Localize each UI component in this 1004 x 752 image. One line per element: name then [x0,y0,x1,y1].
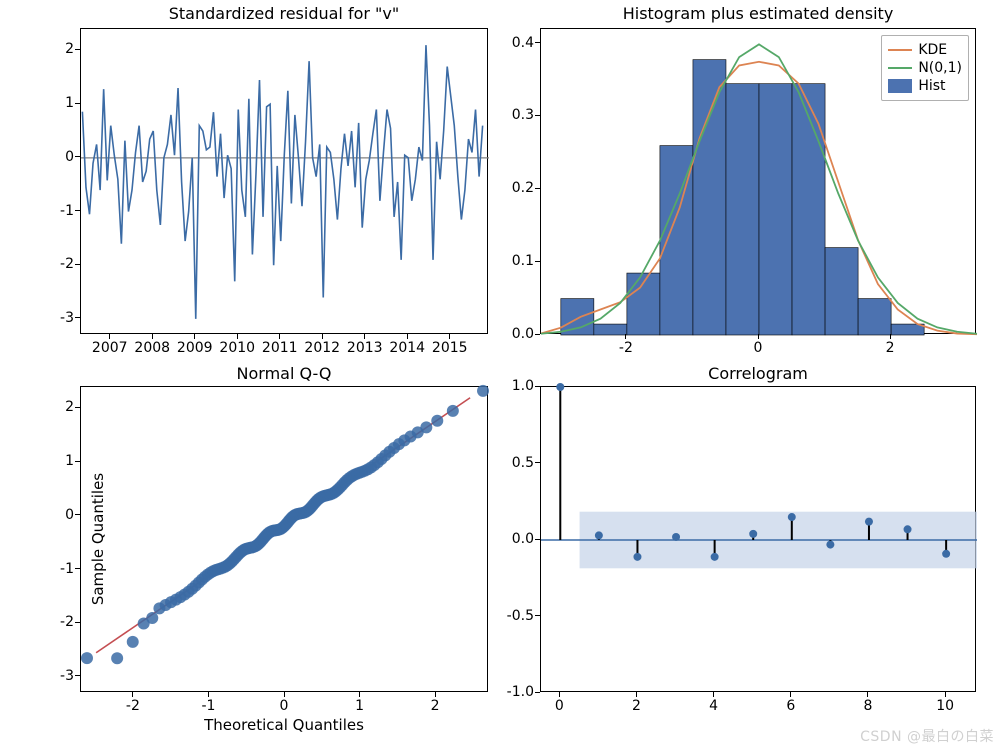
xtick: 4 [709,698,718,714]
correlogram-svg [541,387,977,693]
xtick: 2014 [389,340,425,356]
ytick: -2 [30,614,74,630]
xtick: 1 [355,698,364,714]
qq-svg [81,387,489,693]
panel-histogram: Histogram plus estimated density KDE N(0… [540,28,976,334]
qq-ylabel: Sample Quantiles [89,459,107,619]
ytick: -3 [30,668,74,684]
xtick: 2 [632,698,641,714]
ytick: 0.2 [490,180,534,196]
panel-qq: Normal Q-Q -3-2-1012 -2-1012 Theoretical… [80,386,488,692]
legend-label-hist: Hist [918,78,945,94]
correlogram-plot-area [540,386,976,692]
xtick: 2015 [432,340,468,356]
xtick: 2010 [219,340,255,356]
ytick: 2 [30,399,74,415]
ytick: -2 [30,256,74,272]
xtick: 2007 [92,340,128,356]
ytick: 0.4 [490,35,534,51]
xtick: 10 [936,698,954,714]
residual-title: Standardized residual for "v" [80,4,488,23]
residual-svg [81,29,489,335]
panel-residual: Standardized residual for "v" -3-2-1012 … [80,28,488,334]
xtick: 2 [431,698,440,714]
ytick: 2 [30,41,74,57]
xtick: 2009 [177,340,213,356]
xtick: 0 [754,340,763,356]
ytick: 0.1 [490,253,534,269]
xtick: -1 [201,698,215,714]
legend-line-normal [888,67,912,69]
legend-patch-hist [888,79,912,93]
residual-plot-area [80,28,488,334]
qq-plot-area [80,386,488,692]
ytick: -0.5 [490,608,534,624]
ytick: -1.0 [490,684,534,700]
legend-row-kde: KDE [888,42,962,58]
watermark: CSDN @最白の白菜 [860,726,994,746]
panel-correlogram: Correlogram -1.0-0.50.00.51.0 0246810 [540,386,976,692]
xtick: -2 [619,340,633,356]
diagnostic-figure: Standardized residual for "v" -3-2-1012 … [0,0,1004,752]
histogram-plot-area: KDE N(0,1) Hist [540,28,976,334]
ytick: 0.3 [490,107,534,123]
xtick: -2 [126,698,140,714]
histogram-legend: KDE N(0,1) Hist [881,35,969,101]
ytick: 1 [30,95,74,111]
ytick: -1 [30,561,74,577]
qq-title: Normal Q-Q [80,364,488,383]
correlogram-title: Correlogram [540,364,976,383]
ytick: 0.0 [490,326,534,342]
xtick: 2 [886,340,895,356]
legend-label-normal: N(0,1) [918,60,962,76]
xtick: 8 [863,698,872,714]
qq-xlabel: Theoretical Quantiles [204,716,364,734]
histogram-title: Histogram plus estimated density [540,4,976,23]
ytick: 0 [30,149,74,165]
ytick: 0.5 [490,455,534,471]
ytick: -3 [30,310,74,326]
xtick: 0 [555,698,564,714]
ytick: 1 [30,453,74,469]
ytick: 1.0 [490,378,534,394]
ytick: 0 [30,507,74,523]
xtick: 0 [280,698,289,714]
xtick: 2013 [347,340,383,356]
ytick: -1 [30,203,74,219]
legend-label-kde: KDE [918,42,947,58]
legend-row-hist: Hist [888,78,962,94]
xtick: 6 [786,698,795,714]
xtick: 2011 [262,340,298,356]
xtick: 2012 [304,340,340,356]
legend-line-kde [888,49,912,51]
ytick: 0.0 [490,531,534,547]
legend-row-normal: N(0,1) [888,60,962,76]
xtick: 2008 [134,340,170,356]
